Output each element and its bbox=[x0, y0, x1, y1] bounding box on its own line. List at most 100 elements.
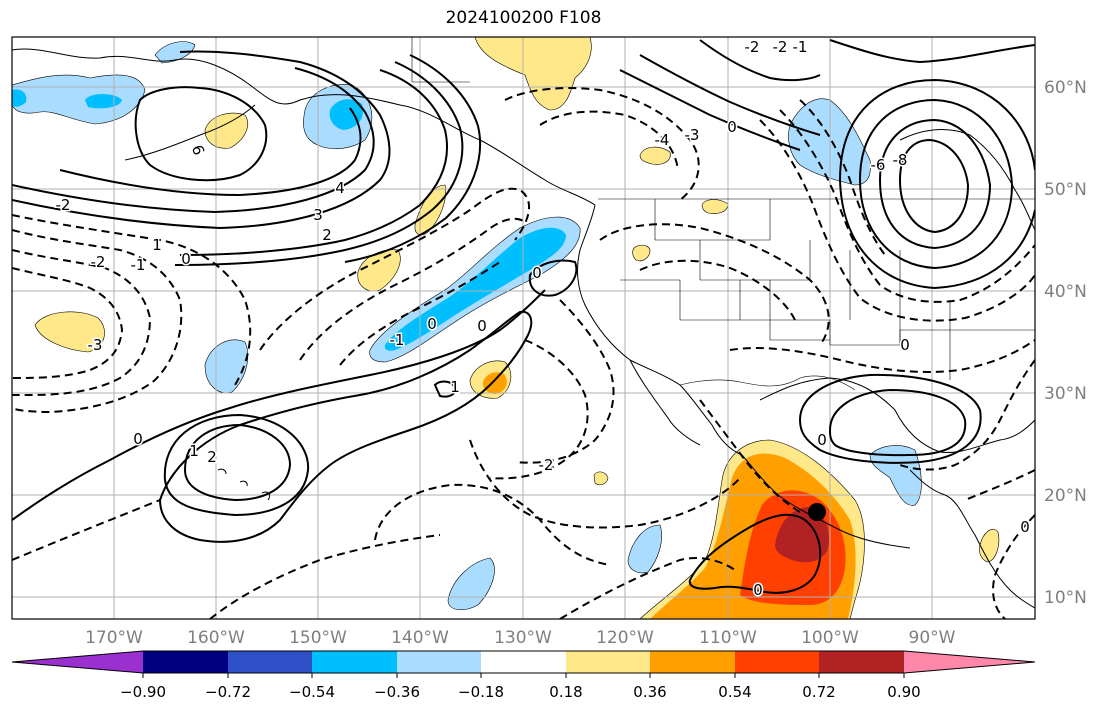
shade-cyan-band bbox=[384, 227, 566, 351]
contour-label: -6 bbox=[871, 156, 886, 174]
contour-label: -8 bbox=[893, 151, 908, 169]
contour-label: -2 bbox=[745, 38, 760, 56]
contour-texas-high-2 bbox=[828, 388, 967, 457]
shade-cyan-dateline bbox=[85, 94, 122, 109]
contour-label: 0 bbox=[753, 581, 763, 599]
contour-label: -1 bbox=[793, 38, 808, 56]
lon-tick-label: 90°W bbox=[909, 628, 956, 648]
contour-neg-central-2 bbox=[299, 217, 526, 361]
contour-label: 0 bbox=[817, 431, 827, 449]
colorbar-tick-label: 0.36 bbox=[633, 683, 666, 701]
coast-hudson bbox=[899, 129, 1035, 231]
contour-label: 0 bbox=[477, 317, 487, 335]
colorbar-tick-label: −0.18 bbox=[458, 683, 504, 701]
contour-neg-east-1 bbox=[899, 359, 1035, 471]
contour-ring-3 bbox=[59, 107, 362, 197]
contour-neg-npac-2 bbox=[539, 110, 679, 171]
lat-tick-label: 10°N bbox=[1044, 588, 1087, 608]
shade-yellow-nevada bbox=[632, 244, 651, 262]
contour-gulfak-1 bbox=[179, 69, 449, 256]
lat-axis: 60°N 50°N 40°N 30°N 20°N 10°N bbox=[1044, 78, 1087, 608]
colorbar-tick-label: 0.18 bbox=[549, 683, 582, 701]
shade-blue-south-2 bbox=[627, 524, 662, 574]
contour-neg-arc bbox=[729, 339, 1035, 373]
colorbar-segment bbox=[650, 651, 735, 673]
contour-neg-south-2 bbox=[374, 483, 611, 566]
contour-label: -1 bbox=[131, 256, 146, 274]
contour-ring-2 bbox=[12, 67, 375, 214]
storm-center-marker bbox=[808, 503, 826, 521]
colorbar bbox=[11, 650, 1036, 678]
colorbar-segment bbox=[312, 651, 397, 673]
contour-zero-sw bbox=[12, 289, 546, 521]
lon-axis: 170°W 160°W 150°W 140°W 130°W 120°W 110°… bbox=[85, 628, 956, 648]
lat-tick-label: 20°N bbox=[1044, 486, 1087, 506]
contour-neg-canada-1 bbox=[779, 109, 1035, 303]
contour-npac-2 bbox=[639, 54, 821, 136]
contour-tiny-2 bbox=[528, 259, 578, 297]
contour-canada-high-1 bbox=[898, 138, 970, 234]
shade-yellow-alaska-south bbox=[474, 37, 592, 111]
contour-neg-south-4 bbox=[12, 499, 161, 561]
contour-neg-east-2 bbox=[964, 469, 1035, 501]
colorbar-extend-high bbox=[904, 651, 1035, 673]
contour-label: 1 bbox=[152, 236, 162, 254]
contour-neg-canada-3 bbox=[799, 99, 886, 256]
contour-neg-east-3 bbox=[992, 514, 1035, 619]
contour-gulfak-2 bbox=[174, 61, 464, 266]
coast-baja bbox=[629, 359, 701, 446]
contour-canada-high-5 bbox=[829, 39, 1035, 64]
contour-label: 3 bbox=[313, 206, 323, 224]
contour-neg-south-3 bbox=[209, 534, 441, 619]
contour-label: -2 bbox=[773, 38, 788, 56]
lon-tick-label: 170°W bbox=[85, 628, 143, 648]
contour-label: -3 bbox=[685, 126, 700, 144]
contour-label: 0 bbox=[181, 250, 191, 268]
contour-label: 0 bbox=[427, 315, 437, 333]
lon-tick-label: 110°W bbox=[699, 628, 757, 648]
contour-neg-npac-1 bbox=[504, 87, 700, 201]
colorbar-segment bbox=[819, 651, 904, 673]
shade-blue-gulf-mex bbox=[869, 445, 922, 506]
contour-neg-central-1 bbox=[259, 187, 530, 351]
contour-ring-4 bbox=[134, 86, 268, 182]
contour-label: 0 bbox=[1020, 518, 1030, 536]
contour-neg-west-2 bbox=[12, 249, 152, 396]
contour-label: 4 bbox=[335, 179, 345, 197]
contour-neg-baja-2 bbox=[489, 339, 589, 480]
coast-yucatan bbox=[909, 469, 1035, 609]
shade-yellow-baja bbox=[593, 471, 609, 486]
shading-layer bbox=[12, 37, 1000, 619]
contour-label: 0 bbox=[900, 336, 910, 354]
contour-label: 0 bbox=[532, 264, 542, 282]
contour-label: -2 bbox=[539, 456, 554, 474]
contour-label: 1 bbox=[189, 442, 199, 460]
contour-hawaii-low-2 bbox=[163, 413, 310, 517]
colorbar-tick-label: −0.54 bbox=[289, 683, 335, 701]
contour-label: -4 bbox=[655, 131, 670, 149]
lat-tick-label: 30°N bbox=[1044, 384, 1087, 404]
map-title: 2024100200 F108 bbox=[445, 8, 602, 28]
contour-ne-1 bbox=[699, 39, 821, 82]
lat-tick-label: 60°N bbox=[1044, 78, 1087, 98]
colorbar-segment bbox=[397, 651, 481, 673]
contour-label: 0 bbox=[133, 430, 143, 448]
shade-blue-canada bbox=[788, 98, 871, 186]
lon-tick-label: 150°W bbox=[289, 628, 347, 648]
colorbar-segment bbox=[228, 651, 312, 673]
contour-label: 1 bbox=[450, 378, 460, 396]
lat-tick-label: 40°N bbox=[1044, 282, 1087, 302]
shade-yellow-west bbox=[34, 311, 105, 353]
colorbar-segment bbox=[566, 651, 650, 673]
lon-tick-label: 140°W bbox=[391, 628, 449, 648]
colorbar-tick-label: −0.72 bbox=[205, 683, 251, 701]
shade-cyan-west-edge bbox=[12, 89, 27, 107]
colorbar-tick-label: 0.90 bbox=[887, 683, 920, 701]
coast-westcoast bbox=[577, 204, 743, 456]
lon-tick-label: 130°W bbox=[494, 628, 552, 648]
contour-tiny-1 bbox=[433, 380, 457, 398]
contour-neg-south-5 bbox=[559, 557, 736, 619]
lon-tick-label: 160°W bbox=[187, 628, 245, 648]
lon-tick-label: 120°W bbox=[596, 628, 654, 648]
shade-cyan-gulf-ak bbox=[329, 99, 364, 130]
